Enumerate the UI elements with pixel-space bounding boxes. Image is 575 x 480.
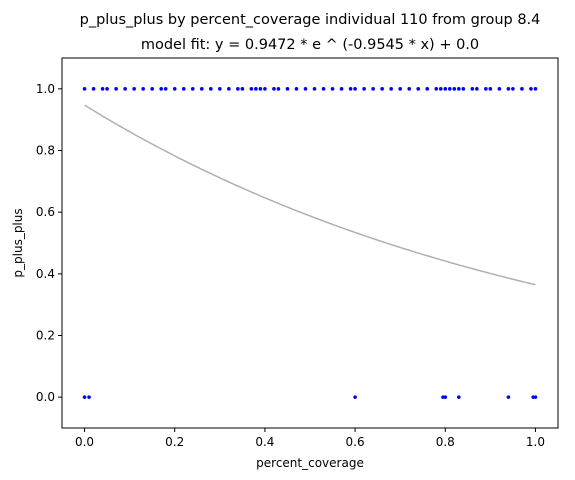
data-point [114, 87, 118, 91]
y-tick-label: 0.4 [36, 267, 55, 281]
data-point [371, 87, 375, 91]
data-point [520, 87, 524, 91]
data-point [141, 87, 145, 91]
data-point [321, 87, 326, 91]
data-point [190, 87, 195, 91]
data-point [461, 87, 466, 91]
data-point [303, 87, 308, 91]
data-point [249, 87, 254, 91]
data-point [529, 87, 533, 91]
y-tick-label: 0.0 [36, 390, 55, 404]
y-tick-label: 1.0 [36, 82, 55, 96]
data-point [105, 87, 109, 91]
data-point [416, 87, 421, 91]
data-point [443, 395, 448, 399]
data-point [353, 395, 357, 399]
data-point [240, 87, 245, 91]
data-point [533, 87, 538, 91]
data-point [511, 87, 515, 91]
data-point [389, 87, 393, 91]
data-point [91, 87, 96, 91]
data-point [457, 87, 461, 91]
data-point [353, 87, 357, 91]
data-point [484, 87, 488, 91]
data-point [497, 87, 502, 91]
data-point [447, 87, 452, 91]
data-point [258, 87, 263, 91]
data-point [172, 87, 177, 91]
plot-frame [61, 57, 559, 429]
data-point [362, 87, 366, 91]
data-point [199, 87, 204, 91]
chart-title: p_plus_plus by percent_coverage individu… [80, 12, 541, 28]
data-point [132, 87, 136, 91]
data-point [285, 87, 290, 91]
plot-area: 0.0 0.2 0.4 0.6 0.8 1.0 0.0 0.2 0.4 0.6 0.8 1.0 [36, 82, 545, 449]
data-point [348, 87, 353, 91]
data-point [294, 87, 299, 91]
data-point [87, 395, 91, 399]
data-point [82, 87, 87, 91]
data-point [209, 87, 213, 91]
y-tick-label: 0.8 [36, 144, 55, 158]
x-tick-label: 0.0 [75, 435, 94, 449]
data-point [443, 87, 448, 91]
data-point [218, 87, 222, 91]
y-tick-label: 0.2 [36, 329, 55, 343]
data-point [100, 87, 105, 91]
data-point [272, 87, 276, 91]
data-point [457, 395, 461, 399]
data-point [398, 87, 402, 91]
data-point [163, 87, 168, 91]
data-point [236, 87, 240, 91]
data-point [82, 395, 87, 399]
fit-curve [84, 104, 536, 286]
x-tick-label: 0.4 [255, 435, 274, 449]
data-point [407, 87, 412, 91]
data-point [263, 87, 267, 91]
data-point [254, 87, 258, 91]
x-tick-label: 0.2 [165, 435, 184, 449]
y-axis-label: p_plus_plus [11, 208, 25, 277]
data-point [533, 395, 538, 399]
data-point [425, 87, 430, 91]
data-point [339, 87, 344, 91]
x-tick-label: 0.6 [346, 435, 365, 449]
data-point [506, 395, 511, 399]
data-point [227, 87, 231, 91]
data-point [475, 87, 479, 91]
data-point [438, 87, 443, 91]
data-point [470, 87, 475, 91]
data-point [434, 87, 439, 91]
chart-subtitle: model fit: y = 0.9472 * e ^ (-0.9545 * x… [141, 37, 479, 53]
data-point [380, 87, 384, 91]
data-point [150, 87, 154, 91]
data-point [312, 87, 317, 91]
data-point [123, 87, 127, 91]
x-tick-label: 1.0 [526, 435, 545, 449]
x-axis-label: percent_coverage [256, 456, 364, 470]
data-point [330, 87, 335, 91]
data-point [181, 87, 186, 91]
y-tick-label: 0.6 [36, 205, 55, 219]
data-point [159, 87, 163, 91]
x-tick-label: 0.8 [436, 435, 455, 449]
data-point [506, 87, 511, 91]
data-point [276, 87, 281, 91]
data-point [452, 87, 457, 91]
data-point [488, 87, 493, 91]
